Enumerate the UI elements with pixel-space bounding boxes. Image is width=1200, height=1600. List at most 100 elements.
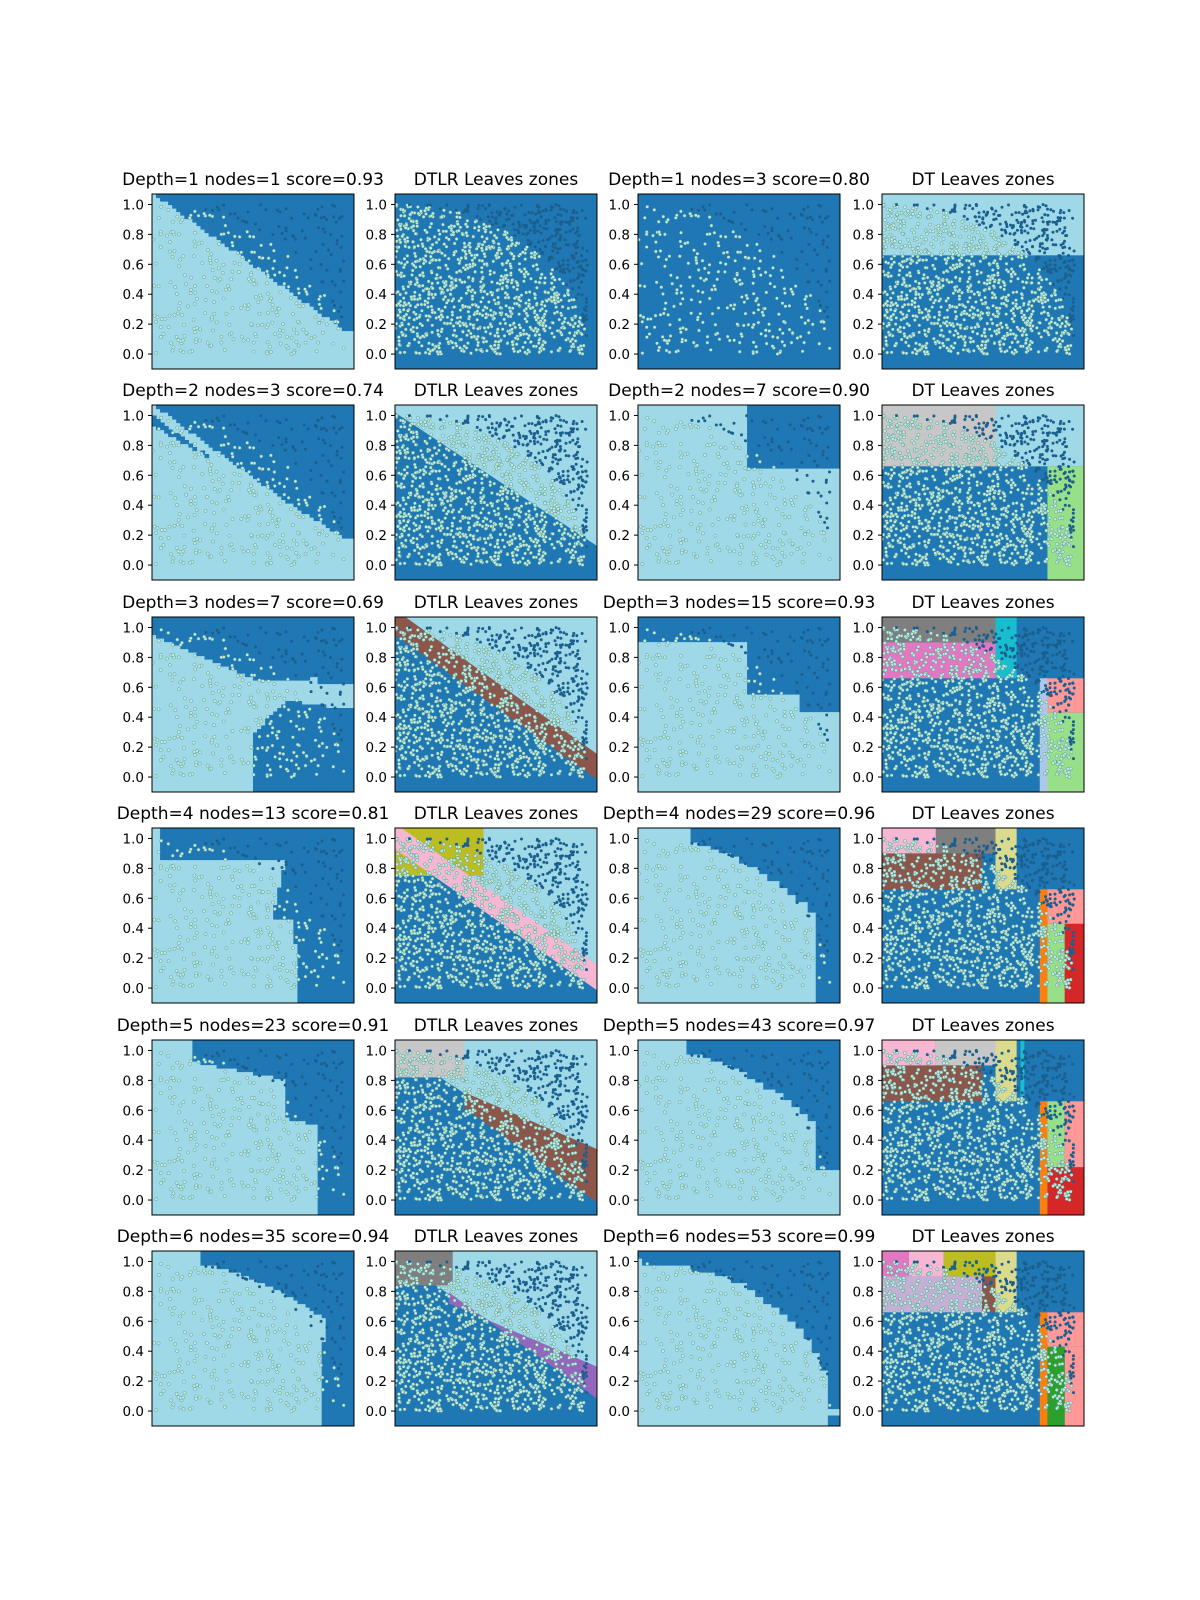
plot-area — [152, 1040, 354, 1215]
leaf-zone — [1047, 1167, 1084, 1215]
scatter-points — [882, 413, 1076, 567]
y-tick-label: 0.8 — [123, 1284, 144, 1300]
y-tick-label: 1.0 — [123, 1254, 144, 1270]
scatter-points — [395, 1259, 589, 1413]
subplot-title: Depth=1 nodes=1 score=0.93 — [122, 170, 384, 190]
axes-frame — [151, 193, 355, 370]
axes-frame — [637, 193, 841, 370]
axes-frame — [394, 827, 598, 1004]
y-tick-label: 0.4 — [123, 921, 144, 937]
plot-area — [882, 405, 1084, 580]
plot-area — [882, 194, 1084, 369]
y-tick-label: 0.0 — [609, 1404, 630, 1420]
y-tick-label: 1.0 — [853, 1043, 874, 1059]
subplot-title: Depth=1 nodes=3 score=0.80 — [608, 170, 870, 190]
y-tick-label: 0.4 — [366, 498, 387, 514]
y-tick-label: 0.0 — [366, 1404, 387, 1420]
y-tick-label: 0.6 — [609, 1314, 630, 1330]
y-tick-label: 0.4 — [853, 921, 874, 937]
subplot-title: Depth=4 nodes=13 score=0.81 — [117, 804, 390, 824]
subplot-title: DTLR Leaves zones — [414, 381, 579, 401]
scatter-points — [882, 202, 1076, 356]
y-tick-label: 1.0 — [366, 1043, 387, 1059]
y-tick-label: 0.6 — [853, 257, 874, 273]
axes-frame — [151, 1039, 355, 1216]
y-tick-label: 0.0 — [853, 1404, 874, 1420]
subplot: Depth=2 nodes=7 score=0.90 0.0 0.2 0.4 0.6 0.… — [608, 381, 870, 581]
y-tick-label: 0.6 — [853, 680, 874, 696]
axes-frame — [394, 193, 598, 370]
axes-frame — [394, 404, 598, 581]
subplot-title: Depth=3 nodes=7 score=0.69 — [122, 593, 384, 613]
y-tick-label: 0.0 — [366, 558, 387, 574]
y-tick-label: 0.2 — [366, 528, 387, 544]
scatter-points — [638, 1049, 832, 1202]
y-tick-label: 1.0 — [366, 831, 387, 847]
scatter-points — [882, 836, 1076, 990]
axes-frame — [151, 404, 355, 581]
subplot: Depth=6 nodes=53 score=0.99 0.0 0.2 0.4 0.6 0… — [603, 1227, 875, 1427]
y-tick-label: 0.2 — [366, 740, 387, 756]
scatter-points — [638, 1260, 832, 1413]
scatter-points — [882, 1048, 1076, 1202]
subplot: DTLR Leaves zones 0.0 0.2 0.4 0.6 0.8 1.0 — [366, 593, 598, 793]
y-tick-label: 0.8 — [853, 438, 874, 454]
subplot-title: DTLR Leaves zones — [414, 1227, 579, 1247]
y-tick-label: 0.4 — [609, 1344, 630, 1360]
y-tick-label: 0.2 — [366, 1374, 387, 1390]
y-tick-label: 0.8 — [609, 650, 630, 666]
axes-frame — [881, 616, 1085, 793]
y-tick-label: 0.4 — [853, 498, 874, 514]
axes-frame — [394, 1250, 598, 1427]
scatter-points — [395, 836, 589, 990]
y-tick-label: 0.6 — [123, 1314, 144, 1330]
subplot: Depth=5 nodes=43 score=0.97 0.0 0.2 0.4 0.6 0… — [603, 1016, 875, 1216]
y-tick-label: 0.4 — [853, 710, 874, 726]
y-tick-label: 0.8 — [366, 438, 387, 454]
y-tick-label: 0.0 — [123, 1193, 144, 1209]
subplot: Depth=1 nodes=3 score=0.80 0.0 0.2 0.4 0.6 0.… — [608, 170, 870, 370]
subplot-title: DTLR Leaves zones — [414, 593, 579, 613]
y-tick-label: 1.0 — [853, 1254, 874, 1270]
y-tick-label: 0.2 — [853, 951, 874, 967]
y-tick-label: 0.2 — [123, 528, 144, 544]
y-tick-label: 1.0 — [609, 831, 630, 847]
leaf-zone — [395, 828, 597, 991]
plot-area — [638, 194, 840, 369]
y-tick-label: 0.6 — [366, 468, 387, 484]
y-tick-label: 0.8 — [123, 1073, 144, 1089]
y-tick-label: 1.0 — [609, 197, 630, 213]
plot-area — [395, 405, 597, 580]
subplot: DTLR Leaves zones 0.0 0.2 0.4 0.6 0.8 1.0 — [366, 381, 598, 581]
y-tick-label: 0.8 — [853, 1284, 874, 1300]
plot-area — [638, 828, 840, 1003]
y-tick-label: 0.6 — [853, 1314, 874, 1330]
y-tick-label: 0.8 — [853, 861, 874, 877]
y-tick-label: 0.0 — [609, 1193, 630, 1209]
y-tick-label: 1.0 — [123, 831, 144, 847]
y-tick-label: 0.2 — [123, 740, 144, 756]
y-tick-label: 0.4 — [366, 1133, 387, 1149]
plot-area — [152, 194, 354, 369]
subplot-title: DTLR Leaves zones — [414, 804, 579, 824]
y-tick-label: 0.2 — [609, 317, 630, 333]
y-tick-label: 0.4 — [853, 287, 874, 303]
scatter-points — [152, 626, 346, 779]
y-tick-label: 1.0 — [123, 197, 144, 213]
plot-area — [152, 828, 354, 1003]
y-tick-label: 0.0 — [853, 981, 874, 997]
axes-frame — [637, 1039, 841, 1216]
subplot: DTLR Leaves zones 0.0 0.2 0.4 0.6 0.8 1.0 — [366, 804, 598, 1004]
subplot-title: Depth=3 nodes=15 score=0.93 — [603, 593, 876, 613]
subplot: DT Leaves zones 0.0 0.2 0.4 0.6 0.8 1.0 — [853, 1016, 1085, 1216]
subplot: DTLR Leaves zones 0.0 0.2 0.4 0.6 0.8 1.0 — [366, 170, 598, 370]
subplot: Depth=4 nodes=13 score=0.81 0.0 0.2 0.4 0.6 0… — [117, 804, 390, 1004]
axes-frame — [881, 1039, 1085, 1216]
axes-frame — [881, 1250, 1085, 1427]
plot-area — [395, 1040, 597, 1215]
y-tick-label: 0.6 — [123, 257, 144, 273]
y-tick-label: 0.2 — [609, 528, 630, 544]
y-tick-label: 1.0 — [123, 1043, 144, 1059]
y-tick-label: 1.0 — [853, 620, 874, 636]
